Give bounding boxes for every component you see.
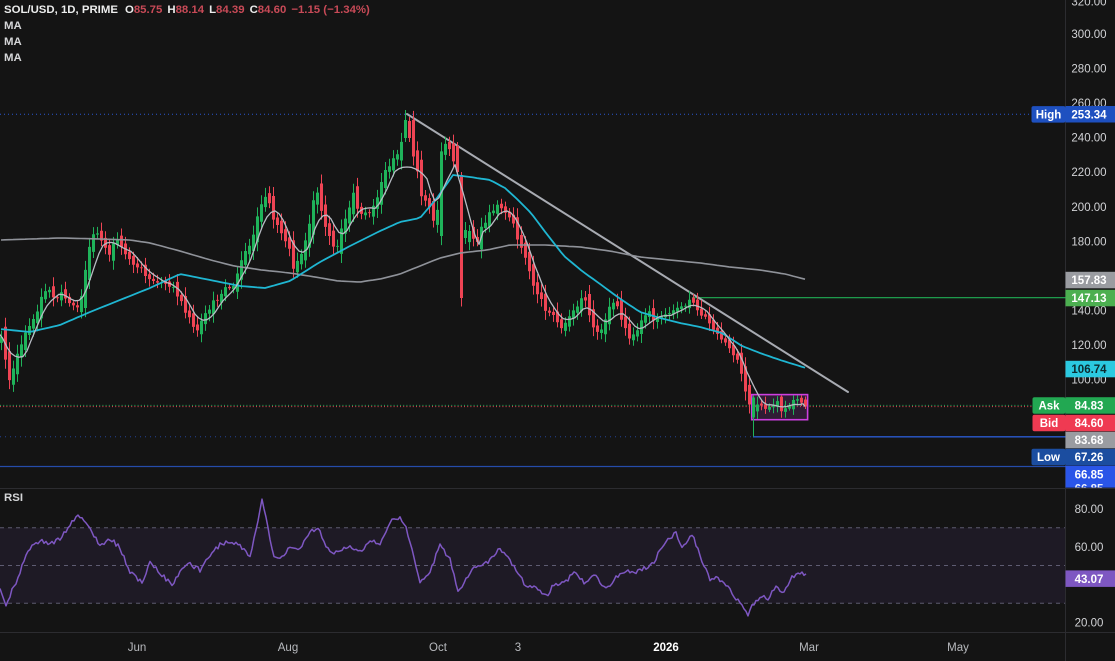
svg-text:84.60: 84.60 (1075, 418, 1104, 430)
svg-text:60.00: 60.00 (1075, 542, 1104, 554)
svg-text:66.85: 66.85 (1075, 469, 1104, 481)
svg-text:43.07: 43.07 (1075, 574, 1104, 586)
svg-text:2026: 2026 (653, 642, 679, 654)
svg-text:100.00: 100.00 (1071, 375, 1106, 387)
svg-text:200.00: 200.00 (1071, 202, 1106, 214)
svg-text:20.00: 20.00 (1075, 617, 1104, 629)
svg-text:140.00: 140.00 (1071, 306, 1106, 318)
svg-text:83.68: 83.68 (1075, 435, 1104, 447)
svg-text:MA: MA (4, 36, 22, 48)
svg-text:67.26: 67.26 (1075, 452, 1104, 464)
svg-text:120.00: 120.00 (1071, 340, 1106, 352)
svg-text:RSI: RSI (4, 492, 23, 504)
svg-text:220.00: 220.00 (1071, 167, 1106, 179)
svg-text:253.34: 253.34 (1071, 110, 1107, 122)
svg-text:180.00: 180.00 (1071, 236, 1106, 248)
svg-text:Aug: Aug (278, 642, 298, 654)
svg-text:MA: MA (4, 20, 22, 32)
svg-text:Oct: Oct (429, 642, 448, 654)
svg-text:3: 3 (515, 642, 521, 654)
svg-text:66.85: 66.85 (1075, 484, 1104, 496)
svg-text:MA: MA (4, 52, 22, 64)
svg-text:157.83: 157.83 (1071, 275, 1106, 287)
svg-text:147.13: 147.13 (1071, 293, 1106, 305)
svg-text:280.00: 280.00 (1071, 63, 1106, 75)
svg-text:Low: Low (1037, 452, 1060, 464)
svg-text:106.74: 106.74 (1071, 364, 1107, 376)
svg-text:300.00: 300.00 (1071, 29, 1106, 41)
svg-text:Jun: Jun (128, 642, 147, 654)
svg-text:May: May (947, 642, 969, 654)
svg-text:Bid: Bid (1040, 418, 1059, 430)
svg-text:240.00: 240.00 (1071, 133, 1106, 145)
svg-text:320.00: 320.00 (1071, 0, 1106, 9)
svg-text:Ask: Ask (1038, 401, 1060, 413)
svg-text:High: High (1036, 110, 1062, 122)
svg-text:84.83: 84.83 (1075, 401, 1104, 413)
svg-text:Mar: Mar (799, 642, 819, 654)
svg-text:80.00: 80.00 (1075, 504, 1104, 516)
